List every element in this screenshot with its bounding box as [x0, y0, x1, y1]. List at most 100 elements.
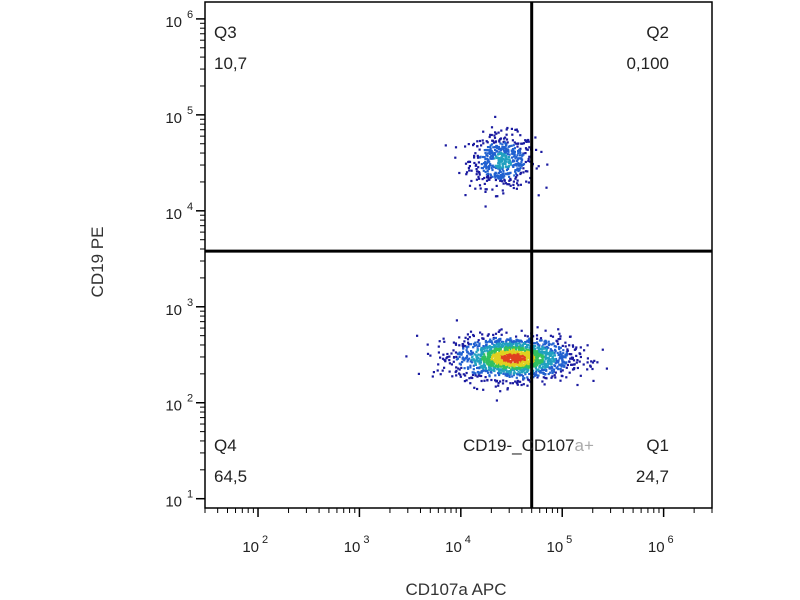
event-dot — [522, 368, 525, 371]
event-dot — [528, 357, 531, 360]
event-dot — [480, 352, 483, 355]
event-dot — [589, 365, 592, 368]
event-dot — [498, 140, 501, 143]
y-tick-exponent: 2 — [187, 393, 193, 405]
event-dot — [472, 358, 475, 361]
event-dot — [499, 371, 502, 375]
event-dot — [500, 328, 503, 331]
event-dot — [443, 340, 446, 343]
event-dot — [472, 346, 475, 349]
event-dot — [483, 347, 486, 350]
event-dot — [522, 365, 525, 368]
event-dot — [499, 361, 502, 364]
event-dot — [465, 379, 468, 382]
event-dot — [464, 194, 467, 197]
event-dot — [466, 333, 469, 336]
event-dot — [518, 150, 521, 153]
event-dot — [499, 149, 502, 152]
gate-annotation: CD19-_CD107a+ — [463, 437, 594, 454]
event-dot — [516, 367, 519, 370]
event-dot — [458, 171, 461, 175]
event-dot — [504, 144, 508, 147]
event-dot — [527, 159, 530, 163]
event-dot — [493, 348, 496, 351]
event-dot — [494, 367, 497, 370]
event-dot — [524, 341, 527, 344]
event-dot — [526, 368, 530, 371]
event-dot — [507, 343, 510, 346]
event-dot — [512, 186, 515, 190]
event-dot — [491, 154, 494, 157]
event-dot — [485, 341, 489, 344]
event-dot — [573, 363, 576, 366]
event-dot — [547, 358, 550, 361]
event-dot — [479, 355, 482, 358]
event-dot — [477, 353, 480, 356]
event-dot — [466, 358, 470, 361]
event-dot — [537, 356, 540, 359]
event-dot — [576, 366, 579, 370]
event-dot — [538, 350, 541, 353]
event-dot — [488, 368, 491, 372]
event-dot — [485, 167, 488, 170]
event-dot — [525, 340, 528, 343]
event-dot — [484, 148, 488, 152]
event-dot — [487, 365, 491, 369]
event-dot — [513, 141, 516, 144]
event-dot — [501, 360, 504, 363]
event-dot — [516, 145, 519, 148]
event-dot — [450, 363, 453, 366]
event-dot — [509, 163, 512, 166]
event-dot — [523, 377, 526, 380]
event-dot — [454, 156, 457, 159]
event-dot — [448, 362, 451, 365]
event-dot — [491, 155, 495, 158]
event-dot — [499, 380, 502, 383]
event-dot — [469, 382, 472, 385]
event-dot — [539, 354, 542, 357]
event-dot — [512, 374, 515, 377]
event-dot — [515, 344, 518, 347]
event-dot — [535, 334, 539, 337]
event-dot — [495, 362, 499, 365]
event-dot — [544, 329, 547, 332]
event-dot — [572, 345, 575, 348]
event-dot — [498, 329, 501, 332]
event-dot — [517, 339, 520, 342]
event-dot — [545, 186, 548, 189]
event-dot — [500, 355, 503, 358]
event-dot — [552, 358, 555, 361]
event-dot — [500, 345, 503, 348]
event-dot — [505, 358, 508, 362]
event-dot — [499, 179, 502, 182]
event-dot — [491, 152, 494, 156]
event-dot — [494, 340, 497, 344]
event-dot — [516, 179, 519, 182]
event-dot — [489, 144, 492, 147]
event-dot — [560, 356, 563, 359]
event-dot — [486, 334, 489, 337]
x-tick-exponent: 3 — [363, 534, 369, 546]
event-dot — [575, 346, 578, 349]
event-dot — [520, 383, 523, 387]
event-dot — [487, 363, 490, 366]
event-dot — [554, 348, 557, 351]
event-dot — [524, 358, 528, 361]
event-dot — [576, 359, 579, 362]
event-dot — [506, 183, 509, 186]
event-dot — [548, 353, 551, 356]
event-dot — [537, 368, 540, 371]
event-dot — [437, 345, 440, 348]
x-tick-label: 10 — [242, 539, 259, 556]
event-dot — [486, 363, 489, 366]
event-dot — [522, 167, 525, 170]
event-dot — [476, 375, 479, 378]
event-dot — [478, 343, 481, 346]
event-dot — [476, 154, 479, 157]
event-dot — [536, 337, 539, 340]
event-dot — [486, 169, 489, 172]
event-dot — [485, 358, 488, 361]
event-dot — [439, 356, 442, 359]
event-dot — [474, 362, 477, 365]
event-dot — [518, 362, 522, 365]
